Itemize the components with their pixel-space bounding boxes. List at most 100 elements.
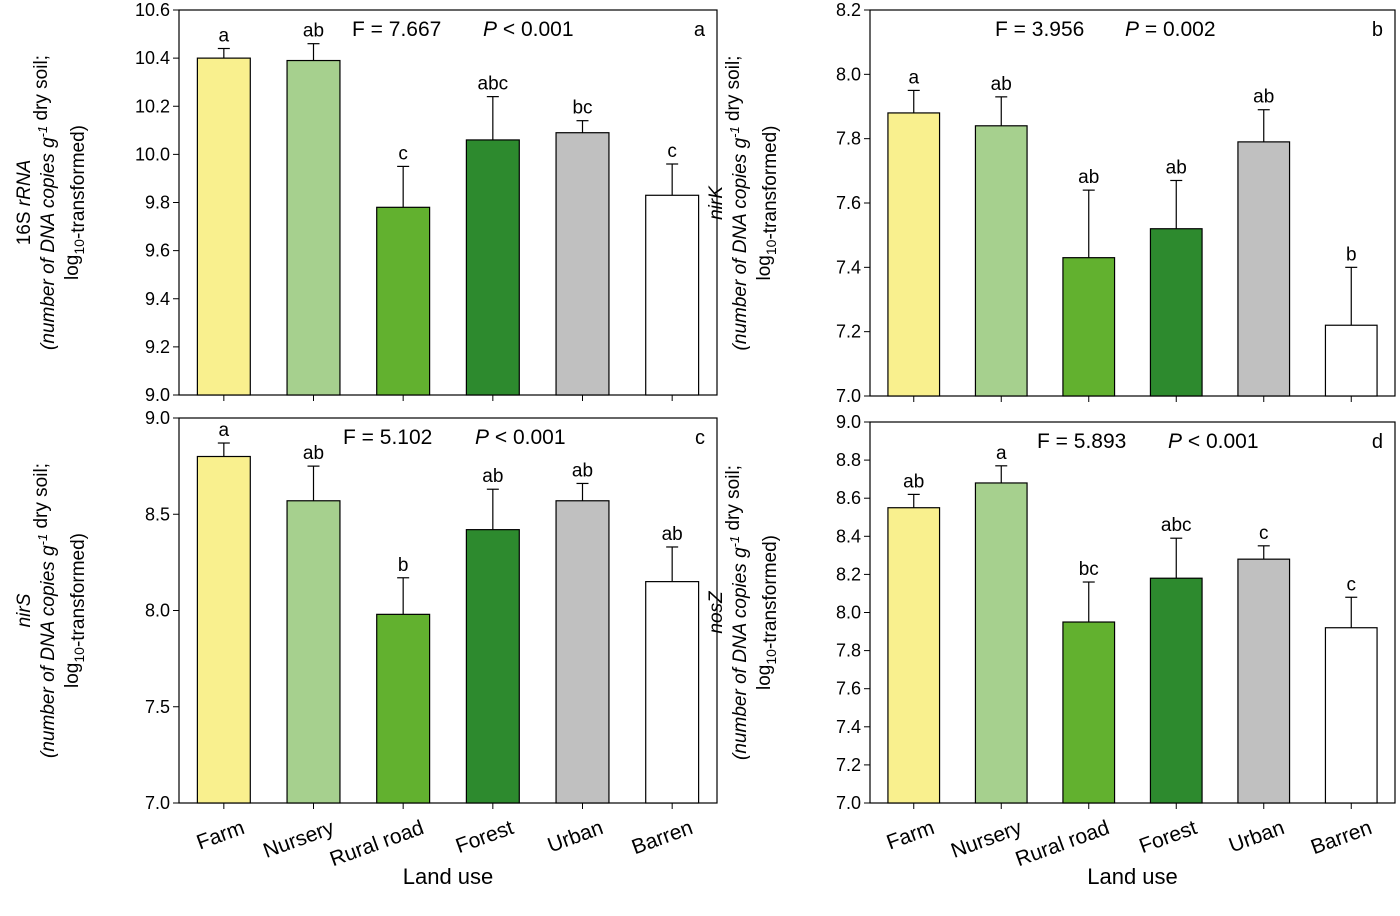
bar-barren bbox=[645, 581, 700, 804]
x-tick-label: Barren bbox=[1308, 816, 1375, 859]
bar-urban bbox=[1237, 558, 1291, 804]
significance-letter: b bbox=[1346, 244, 1357, 265]
y-tick-label: 7.0 bbox=[145, 793, 170, 813]
bar-barren bbox=[645, 194, 700, 396]
plot-frame bbox=[178, 417, 718, 804]
f-statistic: F = 3.956 bbox=[995, 18, 1084, 41]
significance-letter: ab bbox=[572, 460, 593, 481]
y-tick-label: 8.2 bbox=[836, 0, 861, 20]
f-statistic: F = 5.893 bbox=[1037, 430, 1126, 453]
significance-letter: abc bbox=[1161, 515, 1192, 536]
bar-barren bbox=[1324, 627, 1378, 804]
y-tick-label: 9.0 bbox=[145, 408, 170, 428]
y-tick-label: 8.2 bbox=[836, 564, 861, 584]
significance-letter: abc bbox=[478, 74, 509, 95]
bar-rural-road bbox=[376, 206, 431, 396]
x-tick-label: Forest bbox=[1136, 816, 1200, 858]
plot-frame bbox=[869, 9, 1396, 397]
y-tick-label: 7.0 bbox=[836, 386, 861, 406]
significance-letter: a bbox=[996, 443, 1007, 464]
y-axis-label-line: (number of DNA copies g-1 dry soil; bbox=[723, 56, 751, 351]
y-tick-label: 9.0 bbox=[145, 385, 170, 405]
bar-barren bbox=[1324, 324, 1378, 397]
significance-letter: c bbox=[398, 143, 408, 164]
bar-nursery bbox=[974, 482, 1028, 804]
y-tick-label: 8.0 bbox=[836, 64, 861, 84]
y-axis-label-line: log10-transformed) bbox=[62, 125, 89, 280]
y-axis-label-line: 16S rRNA bbox=[14, 160, 35, 246]
f-statistic: F = 7.667 bbox=[352, 18, 441, 41]
bar-farm bbox=[887, 507, 941, 804]
y-tick-label: 7.6 bbox=[836, 193, 861, 213]
y-tick-label: 7.2 bbox=[836, 322, 861, 342]
y-axis-label-line: (number of DNA copies g-1 dry soil; bbox=[723, 465, 751, 760]
y-axis-label-line: nosZ bbox=[706, 590, 727, 634]
y-axis-label-line: (number of DNA copies g-1 dry soil; bbox=[31, 55, 59, 350]
y-tick-label: 8.0 bbox=[145, 601, 170, 621]
y-tick-label: 7.4 bbox=[836, 717, 861, 737]
significance-letter: ab bbox=[303, 443, 324, 464]
y-tick-label: 7.4 bbox=[836, 257, 861, 277]
panel-label: b bbox=[1372, 19, 1383, 41]
y-tick-label: 7.0 bbox=[836, 793, 861, 813]
significance-letter: ab bbox=[1166, 157, 1187, 178]
y-tick-label: 10.6 bbox=[135, 0, 170, 20]
bar-forest bbox=[465, 529, 520, 804]
y-tick-label: 8.8 bbox=[836, 450, 861, 470]
y-axis-label-line: nirK bbox=[706, 185, 727, 220]
bar-rural-road bbox=[376, 613, 431, 804]
x-axis-label: Land use bbox=[403, 864, 494, 889]
y-tick-label: 7.8 bbox=[836, 641, 861, 661]
panel-d: 7.0 7.2 7.4 7.6 7.8 8.0 8.2 8.4 8.6 8.8 9.0 ab Farm a… bbox=[706, 412, 1396, 889]
p-value: P = 0.002 bbox=[1125, 18, 1216, 41]
p-value: P < 0.001 bbox=[483, 18, 574, 41]
significance-letter: ab bbox=[903, 471, 924, 492]
panel-label: d bbox=[1372, 431, 1383, 453]
bar-urban bbox=[555, 500, 610, 804]
x-tick-label: Urban bbox=[1226, 816, 1288, 857]
y-axis-label-line: nirS bbox=[14, 593, 35, 627]
x-tick-label: Farm bbox=[194, 816, 248, 854]
significance-letter: ab bbox=[482, 466, 503, 487]
panel-b: 7.0 7.2 7.4 7.6 7.8 8.0 8.2 a ab ab ab ab b F = 3.956… bbox=[706, 0, 1396, 406]
significance-letter: ab bbox=[1253, 87, 1274, 108]
y-tick-label: 8.0 bbox=[836, 603, 861, 623]
significance-letter: bc bbox=[1079, 559, 1099, 580]
f-statistic: F = 5.102 bbox=[343, 426, 432, 449]
y-tick-label: 7.6 bbox=[836, 679, 861, 699]
x-tick-label: Barren bbox=[629, 816, 696, 859]
significance-letter: c bbox=[667, 141, 677, 162]
x-tick-label: Nursery bbox=[260, 816, 337, 863]
significance-letter: c bbox=[1347, 574, 1357, 595]
panel-c: 7.0 7.5 8.0 8.5 9.0 a Farm ab Nursery b Rural road… bbox=[14, 408, 718, 889]
y-axis-label-line: log10-transformed) bbox=[754, 535, 781, 690]
significance-letter: ab bbox=[1078, 167, 1099, 188]
y-tick-label: 9.8 bbox=[145, 193, 170, 213]
y-tick-label: 9.2 bbox=[145, 337, 170, 357]
x-tick-label: Farm bbox=[884, 816, 938, 854]
y-tick-label: 7.2 bbox=[836, 755, 861, 775]
bar-rural-road bbox=[1062, 621, 1116, 804]
panel-label: c bbox=[695, 427, 705, 449]
panel-label: a bbox=[694, 19, 706, 41]
x-tick-label: Forest bbox=[453, 816, 517, 858]
bar-urban bbox=[1237, 141, 1291, 397]
y-axis-label-line: log10-transformed) bbox=[754, 126, 781, 281]
bar-nursery bbox=[286, 500, 341, 804]
significance-letter: ab bbox=[662, 524, 683, 545]
bar-nursery bbox=[286, 59, 341, 396]
y-tick-label: 7.5 bbox=[145, 697, 170, 717]
y-tick-label: 8.6 bbox=[836, 488, 861, 508]
bar-farm bbox=[887, 112, 941, 397]
plot-frame bbox=[178, 9, 718, 396]
significance-letter: a bbox=[219, 420, 230, 441]
significance-letter: b bbox=[398, 555, 409, 576]
bar-rural-road bbox=[1062, 257, 1116, 397]
p-value: P < 0.001 bbox=[475, 426, 566, 449]
panel-a: 9.09.29.49.69.810.010.210.410.6a abcabcbc… bbox=[14, 0, 718, 405]
bar-farm bbox=[196, 57, 251, 396]
y-tick-label: 9.0 bbox=[836, 412, 861, 432]
y-tick-label: 10.0 bbox=[135, 144, 170, 164]
significance-letter: bc bbox=[572, 98, 592, 119]
p-value: P < 0.001 bbox=[1168, 430, 1259, 453]
